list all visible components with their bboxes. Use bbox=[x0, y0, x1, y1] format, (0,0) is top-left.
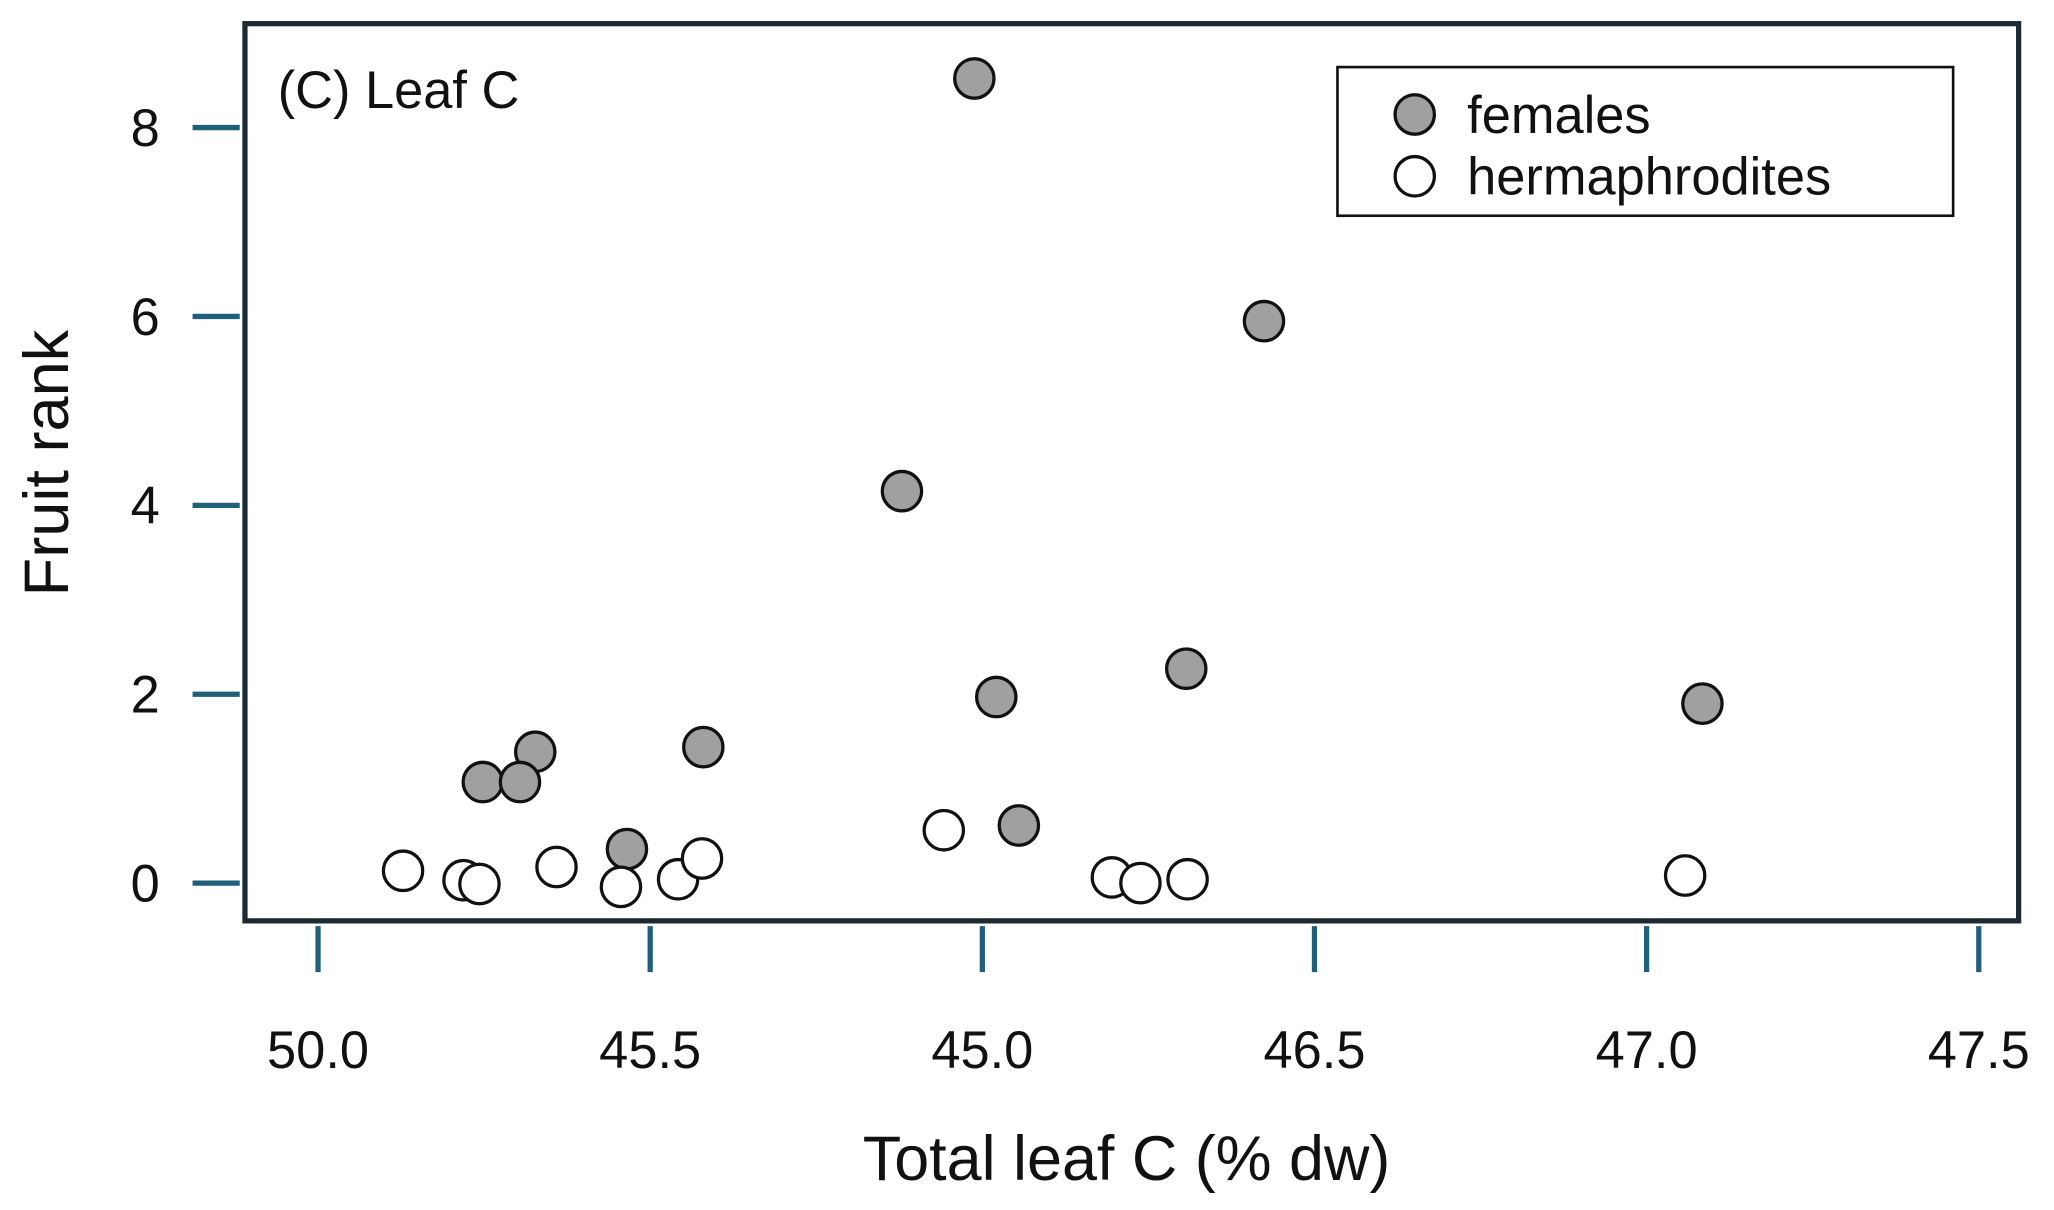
point bbox=[953, 57, 996, 100]
point bbox=[458, 862, 501, 906]
x-tick-label: 47.0 bbox=[1596, 1021, 1698, 1080]
legend-marker bbox=[1393, 93, 1437, 136]
y-axis-label: Fruit rank bbox=[12, 329, 82, 596]
point bbox=[381, 849, 425, 893]
y-tick-label: 0 bbox=[131, 854, 160, 913]
legend-box bbox=[1336, 65, 1955, 218]
point bbox=[535, 845, 578, 889]
point bbox=[997, 804, 1041, 847]
point bbox=[1166, 857, 1209, 901]
y-tick-label: 2 bbox=[131, 666, 160, 725]
legend-label: females bbox=[1467, 86, 1650, 145]
point bbox=[1681, 682, 1724, 726]
x-tick-label: 50.0 bbox=[267, 1021, 369, 1080]
point bbox=[498, 760, 542, 804]
point bbox=[461, 760, 505, 804]
point bbox=[1119, 861, 1162, 905]
plot-frame bbox=[242, 21, 2022, 924]
point bbox=[1663, 854, 1707, 897]
legend-marker bbox=[1393, 154, 1437, 198]
point bbox=[922, 808, 966, 852]
point bbox=[680, 837, 724, 880]
x-axis-label: Total leaf C (% dw) bbox=[863, 1124, 1391, 1194]
x-tick-label: 45.0 bbox=[931, 1021, 1033, 1080]
x-tick-label: 46.5 bbox=[1263, 1021, 1365, 1080]
point bbox=[1242, 299, 1286, 343]
point bbox=[605, 827, 649, 871]
point bbox=[974, 675, 1018, 719]
point bbox=[1164, 647, 1208, 691]
x-tick-label: 45.5 bbox=[599, 1021, 701, 1080]
point bbox=[599, 865, 643, 909]
legend-label: hermaphrodites bbox=[1467, 148, 1831, 207]
x-tick-label: 47.5 bbox=[1928, 1021, 2030, 1080]
y-tick-label: 4 bbox=[131, 477, 160, 536]
y-tick-label: 8 bbox=[131, 99, 160, 158]
y-tick-label: 6 bbox=[131, 288, 160, 347]
point bbox=[682, 725, 725, 769]
panel-annotation: (C) Leaf C bbox=[278, 61, 520, 120]
point bbox=[880, 469, 924, 513]
